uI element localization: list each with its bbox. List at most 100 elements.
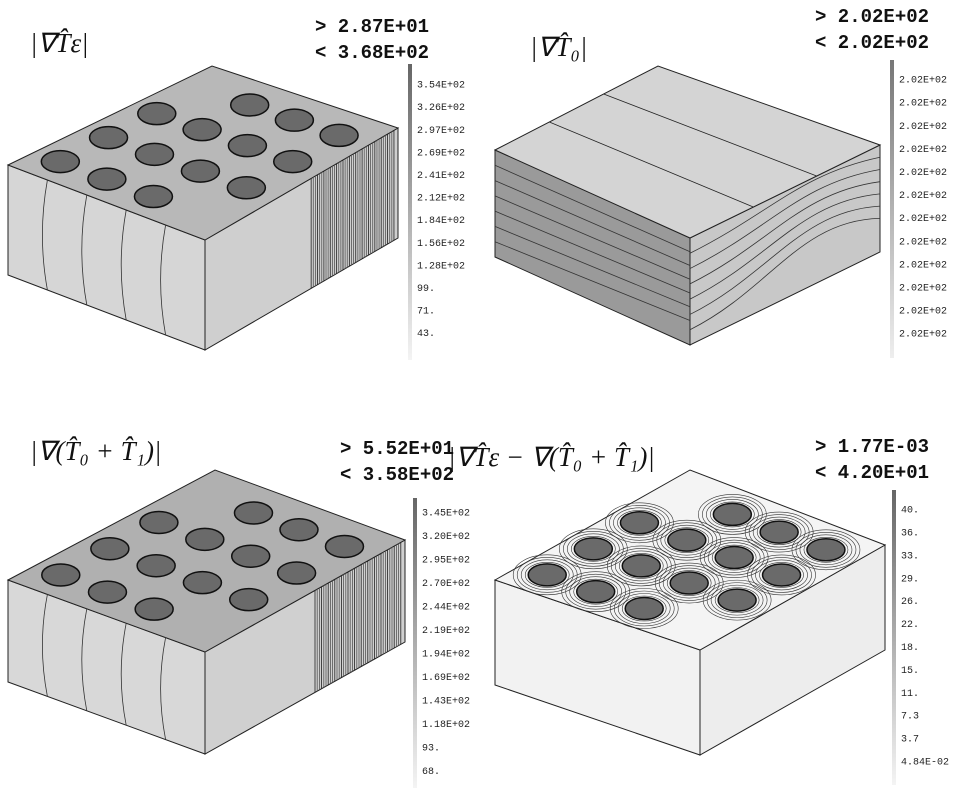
contour-ring xyxy=(617,593,671,624)
contour-ring xyxy=(609,588,679,629)
contour-ring xyxy=(617,509,662,536)
colorbar-label: 18. xyxy=(901,643,919,654)
contour-ring xyxy=(618,553,664,579)
colorbar-label: 36. xyxy=(901,529,919,540)
contour-line xyxy=(494,180,691,266)
colorbar-label: 7.3 xyxy=(901,712,919,723)
contour-ring xyxy=(664,527,710,553)
panel: 3.45E+02 3.20E+02 2.95E+02 2.70E+02 2.44E+02… xyxy=(6,436,470,788)
contour-line xyxy=(160,637,166,740)
range-max: > 1.77E-03 xyxy=(815,436,929,458)
panel-label: |∇T̂₀| xyxy=(530,32,587,62)
colorbar-label: 40. xyxy=(901,506,919,517)
inclusion xyxy=(717,588,757,612)
contour-line xyxy=(120,623,127,726)
contour-ring xyxy=(654,562,724,604)
inclusion xyxy=(134,142,175,167)
colorbar-label: 2.02E+02 xyxy=(899,191,947,202)
contour-line xyxy=(494,195,691,280)
inclusion xyxy=(621,554,662,578)
colorbar-label: 1.84E+02 xyxy=(417,216,465,227)
colorbar-label: 1.43E+02 xyxy=(422,697,470,708)
inclusion xyxy=(714,545,754,570)
colorbar-label: 33. xyxy=(901,551,919,562)
colorbar-label: 4.84E-02 xyxy=(901,758,949,769)
inclusion xyxy=(624,596,664,621)
colorbar-label: 2.12E+02 xyxy=(417,194,465,205)
inclusion xyxy=(90,536,130,561)
contour-ring xyxy=(569,576,623,607)
panel-label: |∇(T̂₀ + T̂₁)| xyxy=(30,436,161,466)
contour-ring xyxy=(702,579,772,621)
contour-line xyxy=(689,156,881,254)
contour-ring xyxy=(759,562,804,588)
colorbar-label: 1.56E+02 xyxy=(417,239,465,250)
colorbar xyxy=(890,60,894,358)
inclusion xyxy=(759,520,799,544)
inclusion xyxy=(228,587,269,612)
contour-line xyxy=(81,194,88,306)
contour-ring xyxy=(707,542,761,573)
range-min: < 3.68E+02 xyxy=(315,42,429,64)
contour-ring xyxy=(621,595,667,622)
contour-ring xyxy=(606,545,676,587)
contour-ring xyxy=(803,536,849,563)
colorbar-label: 2.02E+02 xyxy=(899,122,947,133)
colorbar-label: 2.02E+02 xyxy=(899,330,947,341)
box-top-face xyxy=(6,469,407,653)
inclusion xyxy=(761,563,802,587)
contour-ring xyxy=(613,590,675,627)
panel-label: |∇T̂ε − ∇(T̂₀ + T̂₁)| xyxy=(448,442,655,472)
inclusion xyxy=(137,101,177,126)
contour-ring xyxy=(706,582,768,618)
contour-line xyxy=(42,179,48,291)
range-max: > 2.87E+01 xyxy=(315,16,429,38)
inclusion xyxy=(226,176,267,200)
contour-ring xyxy=(520,559,574,591)
inclusion xyxy=(229,93,270,117)
colorbar-label: 3.7 xyxy=(901,735,919,746)
contour-ring xyxy=(567,533,620,565)
contour-ring xyxy=(699,537,769,578)
range-max: > 2.02E+02 xyxy=(815,6,929,28)
inclusion xyxy=(87,580,128,604)
contour-ring xyxy=(710,501,755,528)
colorbar-label: 93. xyxy=(422,744,440,755)
inclusion xyxy=(139,510,179,535)
contour-ring xyxy=(559,528,628,570)
contour-ring xyxy=(706,499,759,530)
contour-ring xyxy=(571,536,616,562)
panel: 40. 36. 33. 29. 26. 22. 18. 15. 11. 7.3 3.7 4.84E-0… xyxy=(448,436,949,785)
panel: 3.54E+02 3.26E+02 2.97E+02 2.69E+02 2.41E+02… xyxy=(6,16,465,360)
contour-ring xyxy=(698,494,767,535)
contour-ring xyxy=(524,562,570,588)
inclusion xyxy=(573,537,614,561)
colorbar-label: 2.69E+02 xyxy=(417,148,465,159)
contour-ring xyxy=(660,524,714,556)
colorbar-label: 3.20E+02 xyxy=(422,532,470,543)
contour-ring xyxy=(747,554,816,596)
contour-line xyxy=(42,594,48,697)
panel-label: |∇T̂ε| xyxy=(30,28,89,58)
colorbar-label: 2.02E+02 xyxy=(899,237,947,248)
inclusion xyxy=(185,527,225,552)
contour-ring xyxy=(795,531,857,568)
contour-ring xyxy=(573,578,619,605)
colorbar xyxy=(408,64,412,360)
inclusion xyxy=(40,149,81,174)
contour-line xyxy=(494,210,691,294)
contour-line xyxy=(120,209,127,321)
inclusion xyxy=(806,538,846,562)
colorbar-label: 15. xyxy=(901,666,919,677)
contour-line xyxy=(603,93,817,177)
inclusion xyxy=(233,501,274,525)
contour-ring xyxy=(799,534,853,566)
contour-line xyxy=(689,169,881,269)
contour-line xyxy=(549,121,754,208)
inclusion xyxy=(88,125,129,150)
colorbar-label: 2.19E+02 xyxy=(422,626,470,637)
inclusion xyxy=(274,108,315,132)
colorbar-label: 2.02E+02 xyxy=(899,168,947,179)
colorbar-label: 3.54E+02 xyxy=(417,81,465,92)
